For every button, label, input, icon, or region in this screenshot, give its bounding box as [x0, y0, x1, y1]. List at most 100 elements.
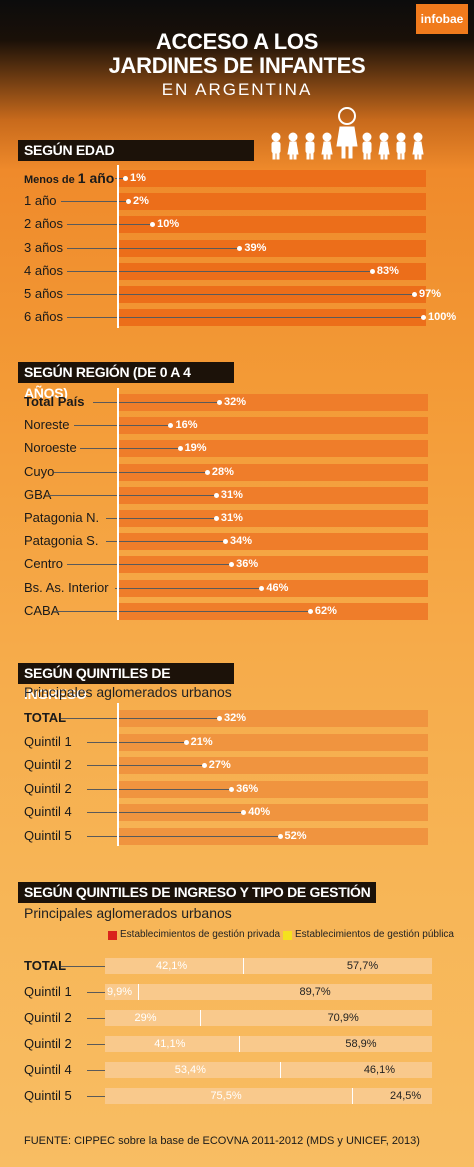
category-label: Patagonia S. [24, 533, 99, 549]
category-label: Quintil 1 [24, 984, 72, 999]
value-dot [216, 716, 222, 721]
title-line-3: EN ARGENTINA [161, 80, 313, 99]
public-segment [280, 1062, 432, 1078]
public-segment [199, 1010, 432, 1026]
segment-divider [351, 1088, 353, 1104]
category-label: Bs. As. Interior [24, 579, 109, 595]
bar [119, 463, 428, 481]
category-label: GBA [24, 486, 52, 502]
legend-public-swatch [283, 931, 292, 940]
leader-line [115, 587, 262, 589]
legend-private-swatch [108, 931, 117, 940]
leader-line [54, 471, 207, 473]
private-segment [105, 1010, 200, 1026]
child-icon [271, 132, 281, 160]
value-dot [259, 585, 265, 591]
value-label: 1% [130, 172, 146, 184]
value-dot [123, 176, 128, 181]
leader-line [60, 966, 105, 967]
leader-line [60, 201, 129, 203]
segment-divider [280, 1062, 282, 1078]
child-icon [412, 132, 424, 160]
value-label: 100% [428, 311, 457, 324]
value-label: 31% [220, 512, 243, 524]
leader-line [67, 317, 423, 319]
bar [119, 804, 428, 822]
category-label: Quintil 2 [24, 780, 72, 796]
category-label-part: Menos de [24, 174, 78, 186]
child-icon [305, 132, 315, 160]
private-value-label: 29% [134, 1012, 157, 1024]
value-label: 10% [157, 218, 180, 231]
value-dot [241, 810, 247, 816]
value-dot [168, 423, 174, 429]
private-value-label: 53,4% [174, 1064, 206, 1076]
value-label: 21% [190, 735, 213, 748]
legend-private-label: Establecimientos de gestión privada [120, 929, 281, 940]
public-segment [351, 1088, 432, 1104]
leader-line [86, 1018, 105, 1019]
value-label: 32% [223, 396, 246, 408]
teacher-icon [336, 107, 358, 159]
bar [119, 710, 428, 727]
value-label: 27% [208, 759, 231, 772]
value-dot [204, 469, 210, 475]
axis-line [117, 388, 119, 620]
child-icon [378, 132, 390, 160]
leader-line [73, 425, 171, 427]
segment-divider [137, 984, 139, 1000]
leader-line [106, 541, 226, 543]
value-label: 52% [284, 830, 307, 842]
leader-line [86, 992, 105, 993]
private-segment [105, 1036, 240, 1052]
leader-line [86, 765, 204, 767]
category-label: Noreste [24, 417, 70, 433]
value-label: 39% [244, 241, 267, 254]
public-value-label: 46,1% [363, 1064, 396, 1076]
axis-line [117, 703, 119, 846]
leader-line [86, 812, 244, 814]
leader-line [54, 610, 310, 612]
public-value-label: 89,7% [299, 986, 331, 998]
bar [119, 733, 428, 751]
category-label: Quintil 2 [24, 1036, 72, 1051]
category-label: Quintil 5 [24, 1088, 72, 1103]
title-line-1: ACCESO A LOS [155, 29, 319, 54]
public-value-label: 24,5% [390, 1090, 422, 1102]
leader-line [67, 294, 414, 295]
leader-line [60, 718, 219, 719]
value-label: 62% [314, 604, 337, 617]
category-label: 3 años [24, 239, 64, 255]
category-label: 4 años [24, 262, 64, 278]
value-dot [369, 268, 375, 274]
leader-line [86, 1044, 105, 1045]
child-icon [287, 132, 299, 160]
subtitle-gestion: Principales aglomerados urbanos [24, 905, 232, 921]
private-value-label: 42,1% [155, 960, 188, 972]
bar [119, 579, 428, 597]
category-label: Quintil 4 [24, 804, 72, 820]
value-dot [213, 492, 219, 498]
value-dot [213, 516, 219, 521]
category-label: 6 años [24, 309, 64, 325]
leader-line [86, 741, 186, 743]
value-label: 16% [175, 419, 198, 432]
child-icon [321, 132, 333, 160]
value-dot [216, 400, 222, 405]
value-label: 31% [220, 488, 243, 501]
value-label: 28% [211, 465, 234, 478]
bar [119, 193, 426, 211]
category-label: CABA [24, 602, 60, 618]
source-note: FUENTE: CIPPEC sobre la base de ECOVNA 2… [24, 1135, 420, 1147]
value-label: 2% [133, 195, 149, 208]
bar [119, 170, 426, 187]
value-dot [237, 245, 243, 251]
bar [119, 533, 428, 551]
value-dot [150, 222, 156, 228]
infobae-logo[interactable]: infobae [416, 4, 468, 34]
value-label: 40% [248, 806, 271, 819]
category-label: TOTAL [24, 710, 67, 725]
leader-line [67, 270, 372, 272]
leader-line [106, 518, 216, 519]
bar [119, 510, 428, 527]
